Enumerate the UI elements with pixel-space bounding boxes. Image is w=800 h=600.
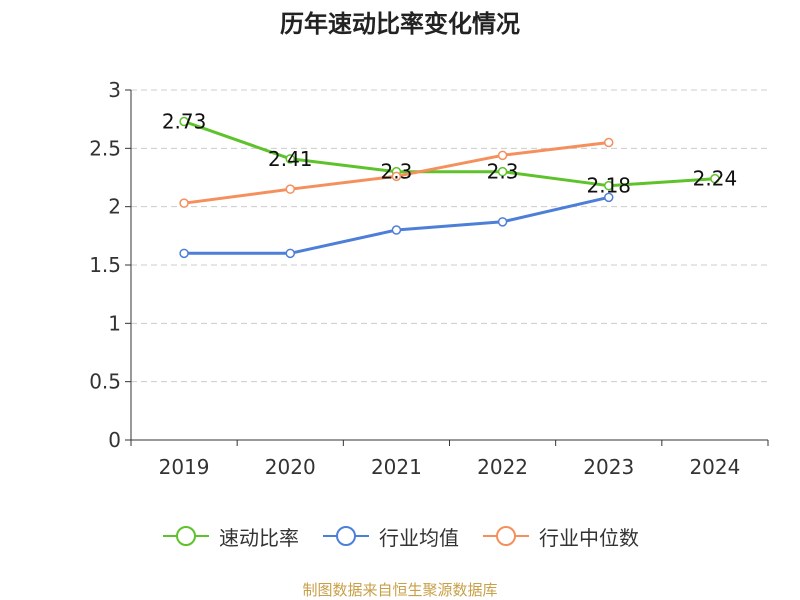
legend-line-marker-icon [323, 526, 369, 546]
chart-legend: 速动比率 行业均值 行业中位数 [0, 520, 800, 552]
data-point [497, 166, 508, 177]
data-label: 2.18 [586, 174, 631, 198]
y-tick-label: 1.5 [89, 253, 121, 277]
x-tick-label: 2020 [265, 455, 316, 479]
legend-item[interactable]: 行业中位数 [481, 522, 639, 551]
data-point [179, 248, 189, 259]
data-point [391, 225, 402, 235]
series-line-0 [182, 120, 717, 188]
data-point [179, 116, 189, 127]
legend-line-marker-icon [483, 526, 529, 546]
data-point [179, 198, 189, 208]
data-point [604, 180, 614, 191]
data-point [497, 150, 508, 161]
x-tick-label: 2021 [371, 455, 422, 479]
y-tick-label: 0.5 [89, 370, 121, 394]
data-label: 2.41 [268, 147, 313, 171]
data-point [285, 184, 295, 194]
grid-lines [131, 89, 768, 383]
data-point [285, 154, 295, 164]
source-note: 制图数据来自恒生聚源数据库 [302, 581, 498, 599]
y-tick-label: 2 [108, 195, 121, 219]
series-points [179, 116, 720, 259]
legend-label: 速动比率 [219, 525, 299, 550]
y-tick-label: 3 [108, 78, 121, 102]
data-point [391, 171, 402, 182]
legend-item[interactable]: 速动比率 [161, 522, 299, 551]
chart-title: 历年速动比率变化情况 [280, 10, 520, 38]
data-label: 2.3 [381, 160, 413, 184]
y-tick-label: 2.5 [89, 136, 121, 160]
data-labels: 2.73 2.41 2.3 2.3 2.18 2.24 [162, 110, 737, 198]
axes: 0 0.5 1 1.5 2 2.5 3 2019 2020 2021 2022 2023 2024 [89, 78, 769, 479]
legend-label: 行业均值 [379, 525, 459, 550]
data-point [497, 217, 508, 227]
legend-label: 行业中位数 [539, 525, 639, 550]
y-tick-label: 0 [108, 428, 121, 452]
data-point [604, 192, 614, 203]
legend-line-marker-icon [163, 526, 209, 546]
series-lines [182, 120, 717, 255]
data-label: 2.3 [487, 160, 519, 184]
data-point [604, 137, 614, 148]
legend-item[interactable]: 行业均值 [321, 522, 459, 551]
data-point [285, 248, 295, 259]
data-point [710, 173, 720, 184]
x-tick-label: 2022 [477, 455, 528, 479]
x-tick-label: 2019 [159, 455, 210, 479]
data-label: 2.73 [162, 110, 207, 134]
x-tick-label: 2023 [583, 455, 634, 479]
data-label: 2.24 [693, 167, 738, 191]
y-tick-label: 1 [108, 311, 121, 335]
x-tick-label: 2024 [689, 455, 740, 479]
